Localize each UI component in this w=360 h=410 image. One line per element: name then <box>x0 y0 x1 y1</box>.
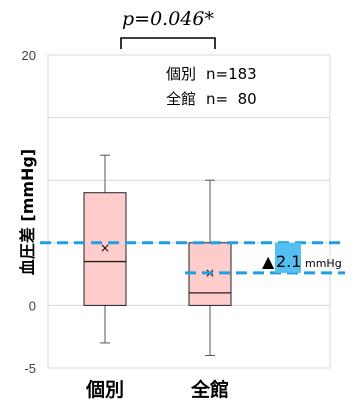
box-kobetsu: × <box>83 154 127 344</box>
plot-area <box>47 54 331 369</box>
significance-bracket <box>120 37 216 49</box>
legend-zenkan-name: 全館 <box>166 90 196 108</box>
y-tick-labels: -5 0 20 <box>22 48 36 376</box>
legend-kobetsu-n: n=183 <box>206 65 257 83</box>
reference-lines <box>40 241 345 275</box>
y-tick-label: -5 <box>24 361 36 376</box>
difference-marker-icon: ▲ <box>262 252 275 271</box>
y-axis-label: 血圧差 [mmHg] <box>18 149 37 275</box>
legend-zenkan-n: n= 80 <box>206 90 257 108</box>
category-label-zenkan: 全館 <box>190 378 229 401</box>
y-tick-label: 0 <box>29 298 36 313</box>
difference-highlight <box>275 242 301 273</box>
category-label-kobetsu: 個別 <box>85 379 124 401</box>
legend-kobetsu-name: 個別 <box>166 65 196 83</box>
difference-value: 2.1 <box>276 252 301 271</box>
significance-label: p=0.046* <box>122 8 214 30</box>
box-iqr <box>83 192 127 306</box>
y-tick-label: 20 <box>22 48 36 63</box>
mean-marker: × <box>100 241 110 255</box>
difference-unit: mmHg <box>305 257 342 270</box>
box-zenkan: × <box>188 179 232 356</box>
box-series: ×× <box>83 154 232 356</box>
